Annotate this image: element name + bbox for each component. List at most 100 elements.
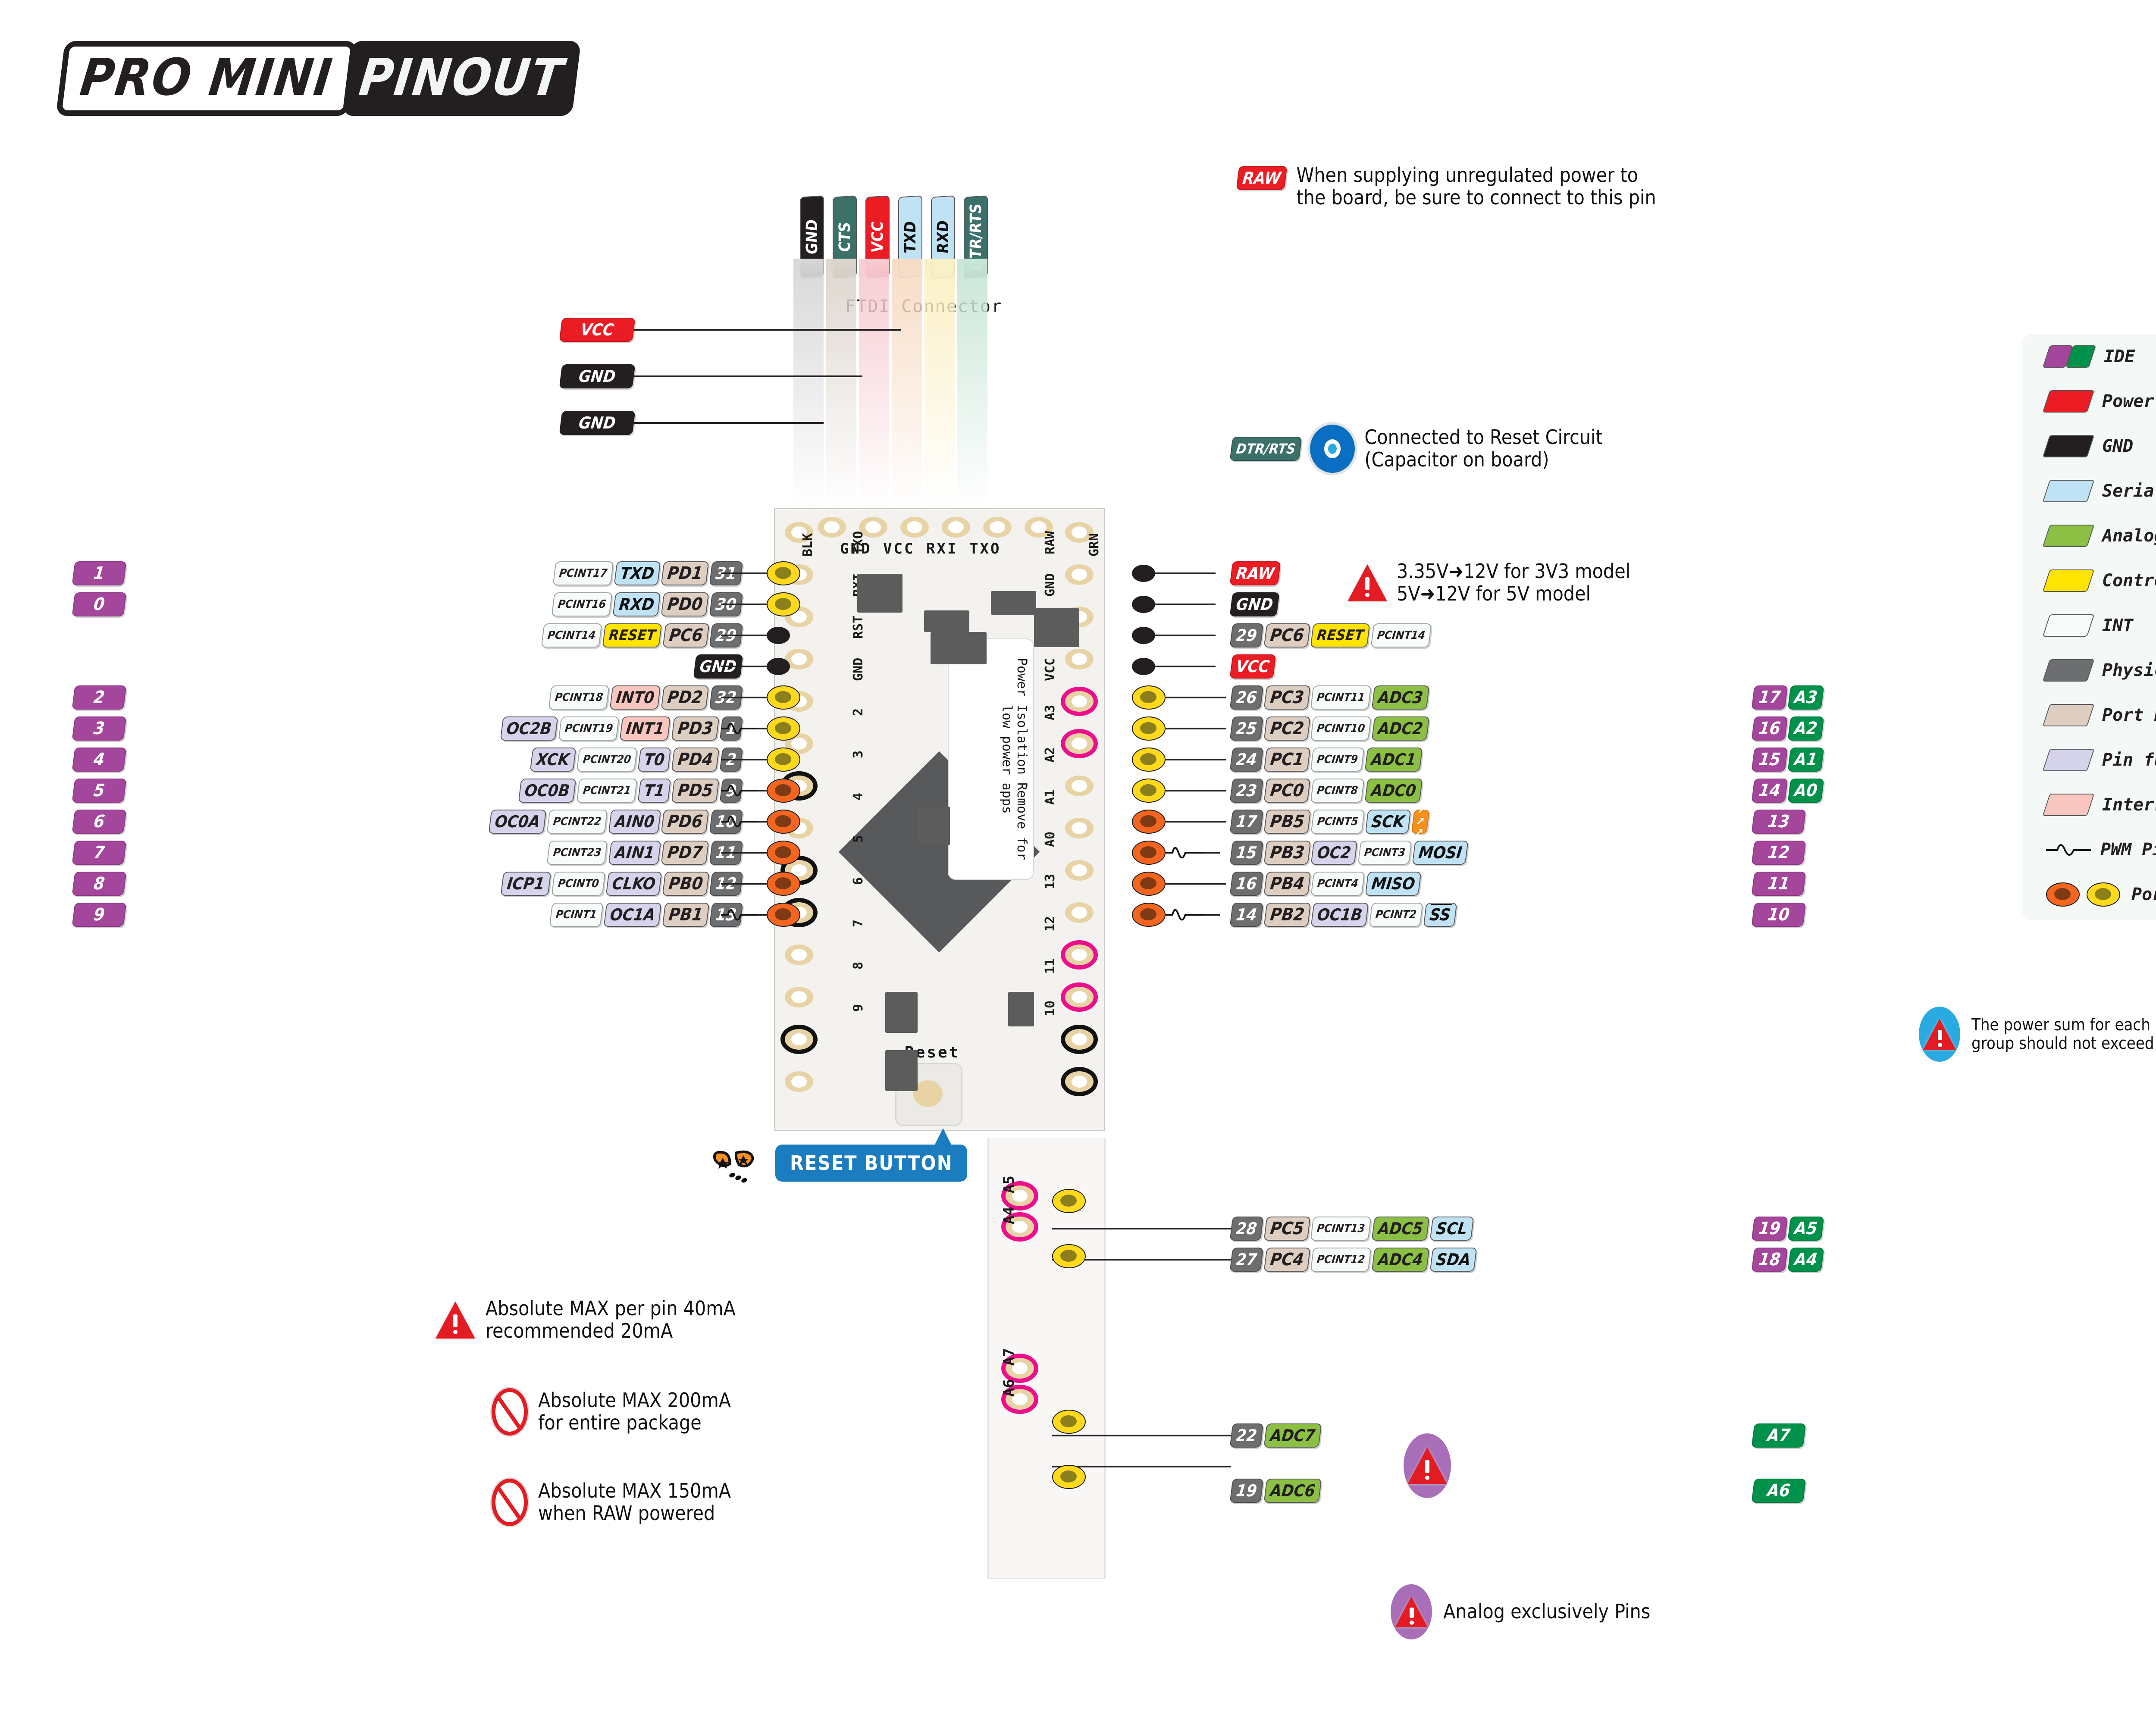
- max-package-note: Absolute MAX 200mA for entire package: [492, 1388, 731, 1436]
- silk-label-blk: BLK: [800, 533, 815, 557]
- pin-wire: [758, 790, 767, 791]
- pin-chip-pb5: PB5: [1263, 810, 1311, 834]
- legend-item: Power: [2022, 379, 2156, 424]
- ide-pin-number: 11: [1751, 872, 1806, 896]
- pin-row: GND: [328, 654, 743, 679]
- left-pin-power-dots: [721, 560, 800, 933]
- pin-chip-adc0: ADC0: [1364, 779, 1423, 803]
- silk-label: 13: [1043, 873, 1058, 889]
- ide-pin-number: 15: [1751, 748, 1788, 772]
- pin-row: PCINT17 TXD PD1 31: [328, 560, 743, 586]
- pin-wire: [1052, 1259, 1231, 1261]
- pin-wire: [634, 329, 901, 331]
- analog-only-text: Analog exclusively Pins: [1443, 1600, 1651, 1623]
- pin-wire: [758, 604, 767, 605]
- right-ide-column: 17 A3 16 A2 15 A1 14 A0 13 12 11 10: [1751, 560, 1824, 933]
- pin-row: 25 PC2 PCINT10 ADC2: [1229, 716, 1467, 741]
- raw-voltage-text: 3.35V➜12V for 3V3 model 5V➜12V for 5V mo…: [1397, 560, 1631, 605]
- analog-only-rows: 22 ADC7 19 ADC6: [1229, 1423, 1322, 1533]
- legend-label: Physical Pin: [2102, 660, 2156, 680]
- silk-label: RAW: [1043, 531, 1058, 554]
- pin-wire: [1166, 697, 1226, 698]
- max-per-pin-note: Absolute MAX per pin 40mA recommended 20…: [436, 1297, 736, 1342]
- legend-label: INT: [2102, 616, 2134, 635]
- pin-chip-pcint12: PCINT12: [1310, 1248, 1372, 1272]
- warning-triangle-icon: [1395, 1596, 1428, 1627]
- pin-wire: [758, 914, 767, 916]
- pwm-wave-icon: [721, 719, 758, 738]
- port-power-dot-black: [1132, 658, 1155, 675]
- power-isolation-callout: Power Isolation Remove for low power app…: [948, 638, 1034, 880]
- pin-row: 28 PC5 PCINT13 ADC5 SCL: [1229, 1216, 1474, 1242]
- pin-chip-pd1: PD1: [661, 561, 709, 585]
- silk-label-grn: GRN: [1087, 533, 1102, 557]
- pin-wire: [1155, 604, 1216, 605]
- legend-label: Interrupt Pin: [2102, 795, 2156, 815]
- pin-chip-pb4: PB4: [1263, 872, 1311, 896]
- pin-row: 17 PB5 PCINT5 SCK ↗ ↗ ↗: [1229, 804, 1467, 839]
- port-power-dot-orange: [767, 841, 800, 865]
- max-package-text: Absolute MAX 200mA for entire package: [538, 1389, 731, 1434]
- pin-wire: [721, 852, 758, 854]
- pin-chip-14: 14: [1229, 903, 1264, 927]
- pin-chip-miso: MISO: [1365, 872, 1422, 896]
- legend-label: GND: [2102, 436, 2134, 456]
- ide-pin-number: 5: [72, 779, 127, 803]
- pin-row: ICP1 PCINT0 CLKO PB0 12: [328, 871, 743, 897]
- port-power-dot-yellow: [2087, 882, 2120, 907]
- ftdi-color-band: [957, 259, 987, 509]
- left-pin-rows: PCINT17 TXD PD1 31 PCINT16 RXD PD0 30 PCINT14 RES…: [328, 560, 743, 933]
- ide-pin-number: 19: [1751, 1217, 1788, 1241]
- pin-row: 14 PB2 OC1B PCINT2 SS: [1229, 902, 1467, 928]
- silk-label: A7: [1000, 1348, 1018, 1366]
- pin-row: VCC: [1229, 654, 1467, 679]
- ide-pin-number: 13: [1751, 810, 1806, 834]
- port-power-dot-orange: [1132, 872, 1166, 896]
- silk-label: VCC: [1043, 657, 1058, 681]
- pin-chip-22: 22: [1229, 1423, 1264, 1448]
- ide-pin-number: 9: [72, 903, 127, 927]
- pin-chip-raw: RAW: [1229, 561, 1281, 585]
- legend-item: Port Pin: [2022, 693, 2156, 738]
- silk-label: A3: [1043, 704, 1058, 720]
- pin-chip-19: 19: [1229, 1479, 1264, 1503]
- port-power-dot-yellow: [1132, 748, 1166, 772]
- pin-wire: [721, 666, 758, 667]
- pin-row: 26 PC3 PCINT11 ADC3: [1229, 685, 1467, 710]
- pin-chip-pcint22: PCINT22: [547, 810, 608, 834]
- pin-row: 19 ADC6: [1229, 1478, 1322, 1504]
- silk-label: RXI: [926, 540, 958, 557]
- pin-wire: [721, 572, 758, 574]
- legend-swatch: [2042, 390, 2095, 413]
- pin-wire: [721, 604, 758, 605]
- ide-pin-number: 2: [72, 685, 127, 710]
- pin-chip-pb2: PB2: [1263, 903, 1311, 927]
- legend-label: PWM Pin: [2100, 840, 2156, 860]
- pin-chip-pb1: PB1: [662, 903, 709, 927]
- pin-chip-26: 26: [1229, 685, 1264, 710]
- pin-chip-rxd: RXD: [612, 592, 661, 616]
- pin-row: 27 PC4 PCINT12 ADC4 SDA: [1229, 1247, 1478, 1273]
- board-pad: [1065, 818, 1094, 838]
- pin-chip-scl: SCL: [1429, 1217, 1474, 1241]
- pin-chip-adc7: ADC7: [1263, 1423, 1322, 1448]
- pin-chip-pc6: PC6: [662, 623, 709, 647]
- analog-pin-alias: A2: [1787, 716, 1824, 741]
- board-pad: [1025, 517, 1053, 538]
- dtr-rts-badge: DTR/RTS: [1229, 437, 1302, 461]
- legend-label: Port Pin: [2102, 705, 2156, 725]
- smd-component: [885, 1050, 918, 1091]
- silk-label: 12: [1043, 916, 1058, 932]
- purple-warning-badge: [1391, 1584, 1432, 1639]
- pin-chip-oc1a: OC1A: [603, 903, 662, 927]
- board-pad: [1065, 564, 1094, 585]
- port-power-dot-yellow: [1132, 779, 1166, 803]
- pin-row: XCK PCINT20 T0 PD4 2: [328, 747, 743, 773]
- pin-chip-pcint4: PCINT4: [1310, 872, 1365, 896]
- legend-item: PWM Pin: [2022, 827, 2156, 872]
- pin-row: 22 ADC7: [1229, 1423, 1322, 1448]
- pin-chip-pd5: PD5: [671, 779, 720, 803]
- ftdi-color-band: [892, 259, 922, 509]
- pin-chip-int1: INT1: [620, 716, 671, 741]
- warning-triangle-icon: [1923, 1019, 1956, 1050]
